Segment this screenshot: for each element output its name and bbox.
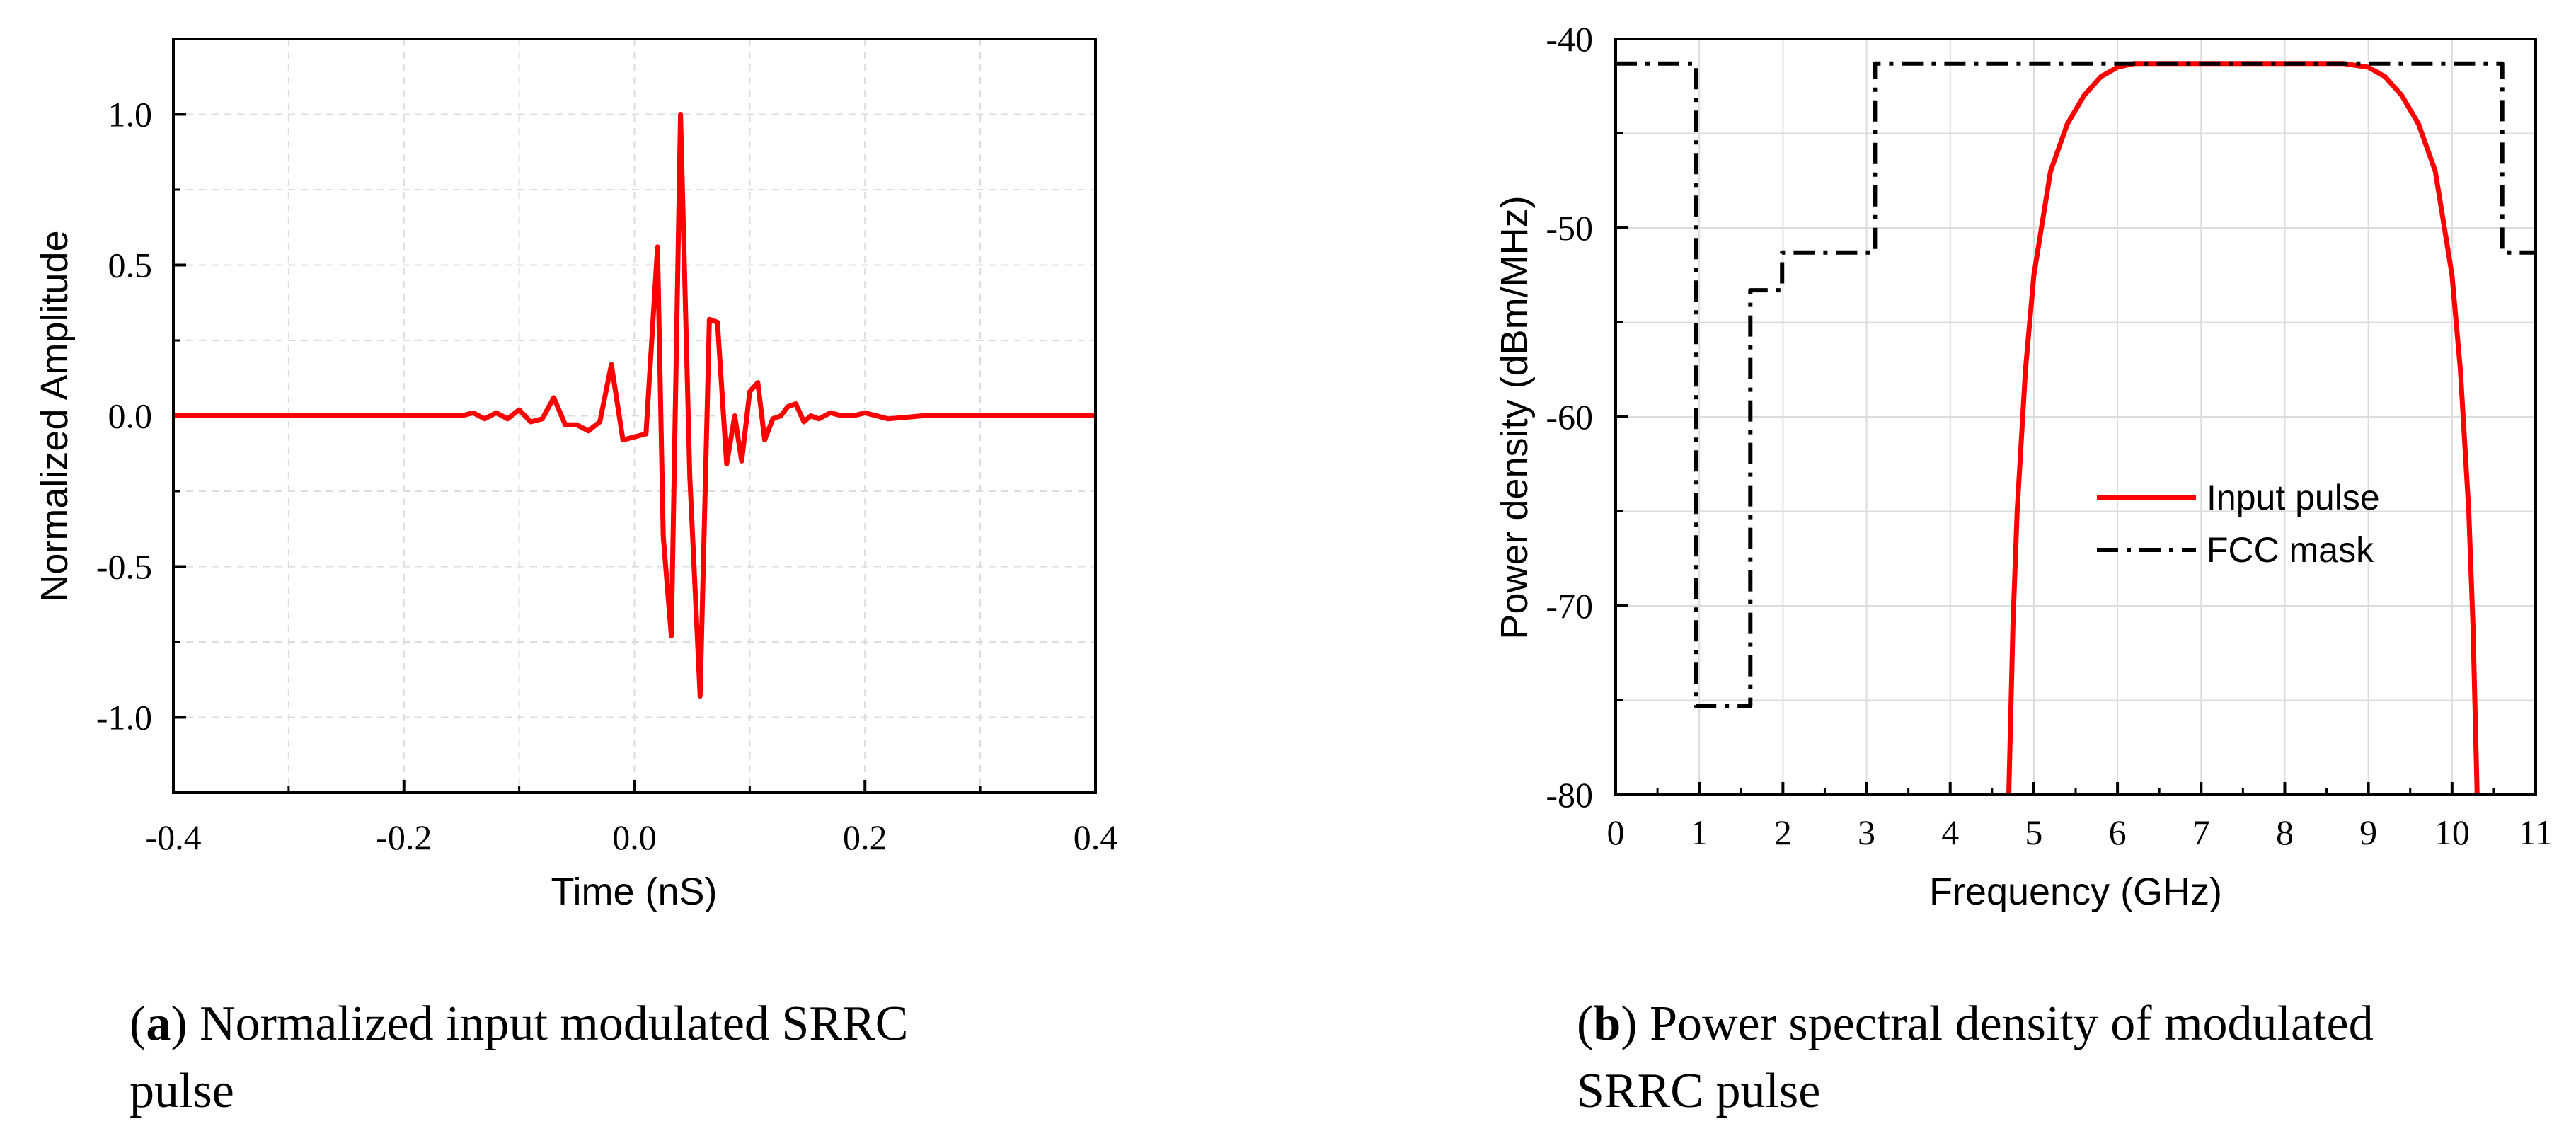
series-line-normalized-input-modulated-srrc-pulse — [173, 112, 1096, 699]
y-tick-label: -50 — [1546, 208, 1593, 248]
panel-b-y-label: Power density (dBm/MHz) — [1493, 195, 1536, 639]
x-tick-label: 0.2 — [843, 817, 887, 857]
x-tick-label: 0.0 — [612, 817, 657, 857]
panel-b-frame — [1614, 38, 2537, 796]
y-tick-label: -40 — [1546, 19, 1593, 59]
legend-label-fcc-mask: FCC mask — [2207, 530, 2374, 570]
panel-b-legend: Input pulse FCC mask — [2097, 478, 2380, 570]
x-tick-label: 8 — [2276, 813, 2294, 852]
y-tick-label: 0.5 — [108, 246, 153, 285]
panel-b-psd-chart: 0 1 2 3 4 5 6 7 8 9 10 11 -80 -70 -60 -50 -40 Frequency … — [1493, 19, 2553, 913]
panel-a-y-label: Normalized Amplitude — [33, 230, 76, 602]
panel-a-x-label: Time (nS) — [551, 871, 717, 913]
caption-b-letter: b — [1593, 997, 1621, 1051]
panel-b-x-label: Frequency (GHz) — [1929, 871, 2222, 913]
x-tick-label: 9 — [2359, 813, 2377, 852]
y-tick-label: -0.5 — [96, 547, 152, 587]
y-tick-label: 1.0 — [108, 95, 153, 134]
panel-a-series — [173, 112, 1096, 699]
x-tick-label: 0 — [1607, 813, 1625, 852]
x-tick-label: 10 — [2434, 813, 2470, 852]
caption-a-text-line2: pulse — [130, 1063, 234, 1118]
panel-a-time-domain-chart: -0.4 -0.2 0.0 0.2 0.4 -1.0 -0.5 0.0 0.5 1.0 Time … — [33, 38, 1117, 913]
caption-a-text: Normalized input modulated SRRC — [187, 997, 909, 1051]
y-tick-label: -1.0 — [96, 698, 152, 737]
x-tick-label: 4 — [1941, 813, 1959, 852]
caption-b: (b) Power spectral density of modulated … — [1577, 997, 2374, 1118]
x-tick-label: 1 — [1691, 813, 1708, 852]
x-tick-label: 3 — [1858, 813, 1875, 852]
x-tick-label: 2 — [1774, 813, 1792, 852]
caption-b-text: Power spectral density of modulated — [1637, 997, 2374, 1051]
x-tick-label: 7 — [2192, 813, 2210, 852]
series-line-input-pulse — [2006, 61, 2480, 796]
panel-a-ticks: -0.4 -0.2 0.0 0.2 0.4 -1.0 -0.5 0.0 0.5 1.0 — [96, 95, 1117, 858]
x-tick-label: -0.4 — [145, 817, 201, 857]
panel-a-grid — [173, 39, 1096, 793]
x-tick-label: -0.2 — [376, 817, 432, 857]
panel-b-series — [1616, 61, 2536, 796]
caption-a-letter: a — [146, 997, 171, 1051]
y-tick-label: -60 — [1546, 397, 1593, 437]
panel-a-frame — [172, 38, 1097, 794]
panel-b-grid — [1615, 39, 2536, 795]
series-line-fcc-mask — [1616, 61, 2536, 708]
x-tick-label: 11 — [2519, 813, 2553, 852]
x-tick-label: 5 — [2025, 813, 2042, 852]
y-tick-label: -70 — [1546, 586, 1593, 626]
x-tick-label: 6 — [2109, 813, 2127, 852]
y-tick-label: -80 — [1546, 775, 1593, 815]
panel-b-ticks: 0 1 2 3 4 5 6 7 8 9 10 11 -80 -70 -60 -50 -40 — [1546, 19, 2553, 852]
caption-b-text-line2: SRRC pulse — [1577, 1063, 1821, 1118]
legend-label-input-pulse: Input pulse — [2207, 478, 2380, 517]
caption-a: (a) Normalized input modulated SRRC puls… — [130, 997, 909, 1118]
x-tick-label: 0.4 — [1074, 817, 1118, 857]
y-tick-label: 0.0 — [108, 396, 153, 436]
